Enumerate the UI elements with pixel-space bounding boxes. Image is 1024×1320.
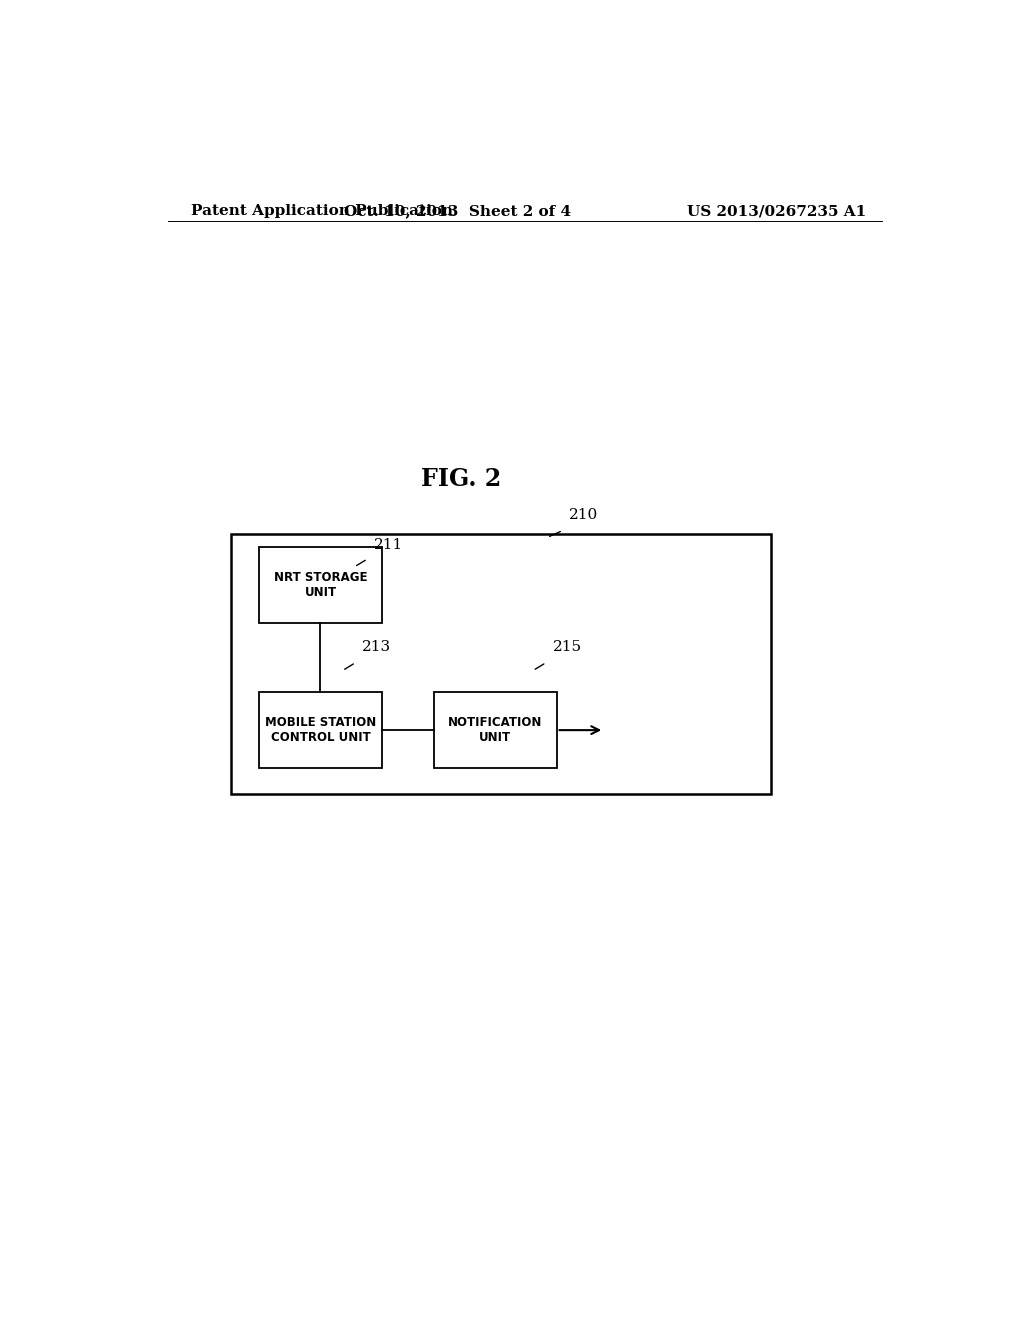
Text: 210: 210 (568, 508, 598, 523)
Text: 215: 215 (553, 640, 582, 655)
Bar (259, 546, 382, 623)
Bar (259, 692, 382, 768)
Text: 213: 213 (362, 640, 391, 655)
Bar (433, 692, 557, 768)
Text: FIG. 2: FIG. 2 (421, 466, 502, 491)
Text: NRT STORAGE
UNIT: NRT STORAGE UNIT (273, 570, 368, 599)
Text: NOTIFICATION
UNIT: NOTIFICATION UNIT (447, 717, 543, 744)
Text: MOBILE STATION
CONTROL UNIT: MOBILE STATION CONTROL UNIT (265, 717, 376, 744)
Text: Oct. 10, 2013  Sheet 2 of 4: Oct. 10, 2013 Sheet 2 of 4 (344, 205, 571, 218)
Text: Patent Application Publication: Patent Application Publication (191, 205, 454, 218)
Bar (231, 535, 771, 793)
Text: US 2013/0267235 A1: US 2013/0267235 A1 (687, 205, 866, 218)
Text: 211: 211 (374, 537, 403, 552)
